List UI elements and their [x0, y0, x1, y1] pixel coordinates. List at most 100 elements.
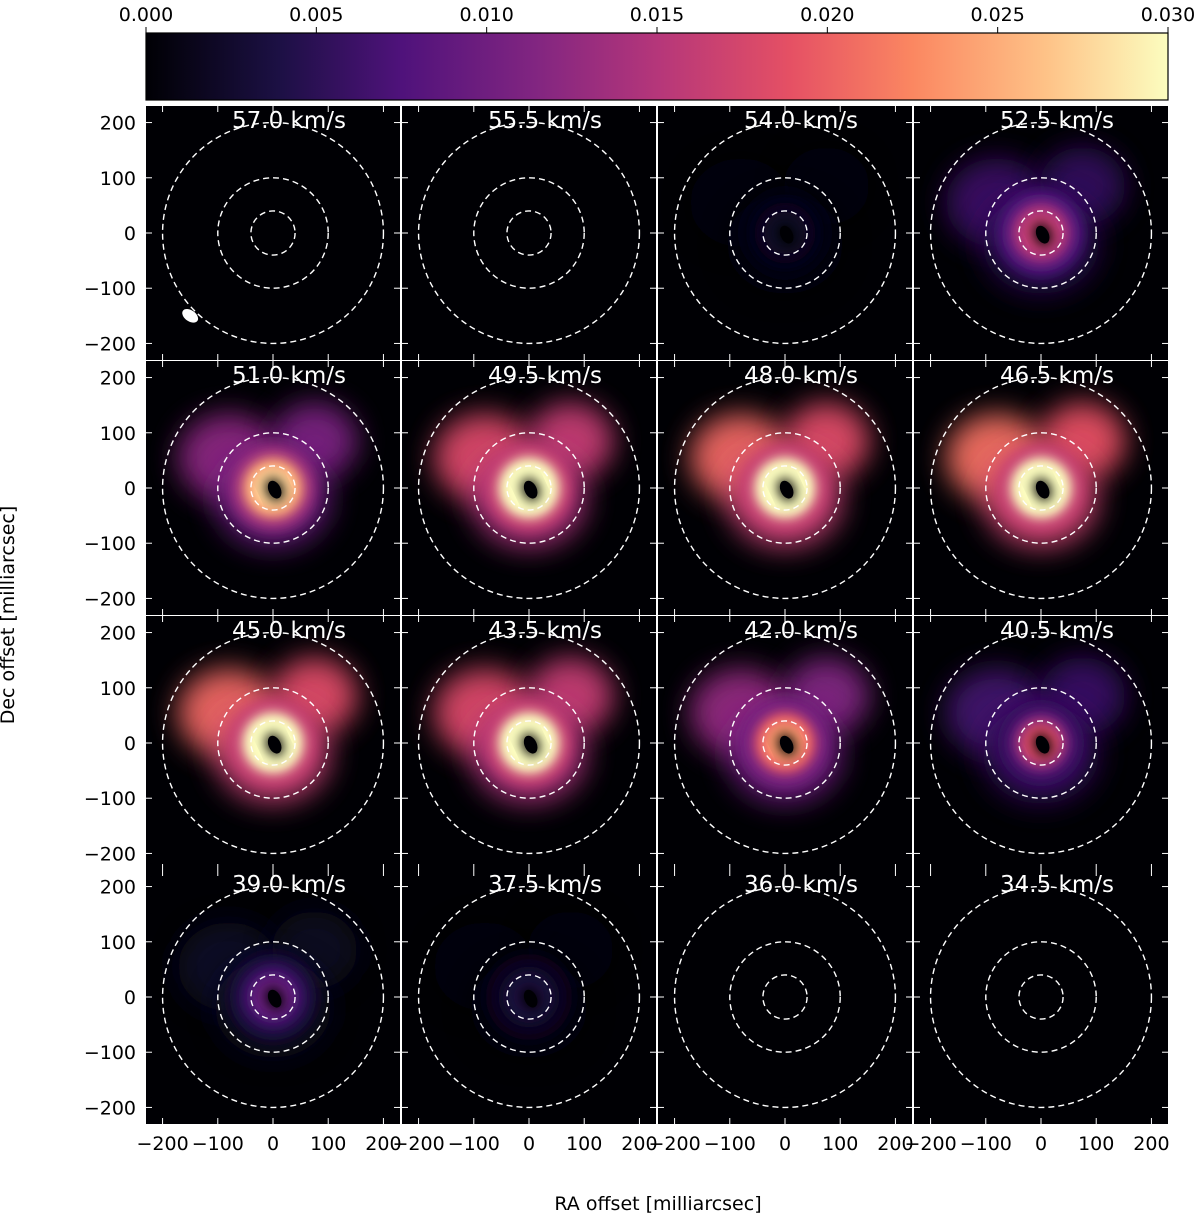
y-tick-label: 200 — [100, 877, 136, 899]
y-tick-label: −200 — [84, 588, 136, 610]
reference-circle — [506, 210, 552, 256]
x-tick-label: −200 — [904, 1133, 956, 1155]
x-tick-label: −200 — [392, 1133, 444, 1155]
y-tick-label: 0 — [124, 733, 136, 755]
channel-panel: 49.5 km/s — [402, 361, 656, 615]
reference-circle — [985, 687, 1097, 799]
reference-circle — [985, 941, 1097, 1053]
reference-circle — [473, 687, 585, 799]
reference-circle — [985, 177, 1097, 289]
reference-circle — [729, 687, 841, 799]
panel-velocity-label: 36.0 km/s — [744, 872, 858, 898]
y-tick-label: 200 — [100, 623, 136, 645]
central-hole-core — [523, 735, 538, 754]
central-hole-core — [1035, 225, 1050, 244]
channel-panel: 55.5 km/s — [402, 106, 656, 360]
y-tick-label: −100 — [84, 1042, 136, 1064]
x-tick-label: 0 — [267, 1133, 279, 1155]
colorbar-tick-label: 0.010 — [459, 4, 513, 26]
x-tick-label: 200 — [877, 1133, 913, 1155]
x-tick-label: 0 — [779, 1133, 791, 1155]
y-tick-label: 0 — [124, 478, 136, 500]
panel-velocity-label: 48.0 km/s — [744, 363, 858, 389]
emission — [434, 911, 614, 1058]
reference-circle — [250, 974, 296, 1020]
emission — [434, 657, 614, 804]
reference-circle — [985, 432, 1097, 544]
colorbar-tick-label: 0.000 — [119, 4, 173, 26]
reference-circle — [161, 121, 385, 345]
reference-circle — [1018, 720, 1064, 766]
x-tick-label: 100 — [822, 1133, 858, 1155]
reference-circle — [673, 631, 897, 855]
panel-velocity-label: 39.0 km/s — [232, 872, 346, 898]
reference-circle — [217, 941, 329, 1053]
y-tick-label: −200 — [84, 1097, 136, 1119]
central-hole-core — [779, 225, 794, 244]
y-tick-label: −100 — [84, 278, 136, 300]
central-hole-core — [267, 989, 282, 1008]
reference-circle — [729, 941, 841, 1053]
reference-circle — [929, 631, 1153, 855]
reference-circle — [506, 720, 552, 766]
panel-background — [146, 106, 400, 360]
reference-circle — [929, 121, 1153, 345]
y-tick-label: −200 — [84, 333, 136, 355]
reference-circle — [729, 432, 841, 544]
reference-circle — [929, 376, 1153, 600]
channel-panel: 48.0 km/s — [658, 361, 912, 615]
reference-circle — [473, 177, 585, 289]
reference-circle — [217, 687, 329, 799]
panel-velocity-label: 42.0 km/s — [744, 618, 858, 644]
panel-velocity-label: 46.5 km/s — [1000, 363, 1114, 389]
reference-circle — [161, 376, 385, 600]
central-hole-core — [1035, 735, 1050, 754]
panel-velocity-label: 51.0 km/s — [232, 363, 346, 389]
y-tick-label: 100 — [100, 932, 136, 954]
panel-velocity-label: 55.5 km/s — [488, 108, 602, 134]
channel-panel: 40.5 km/s — [914, 616, 1168, 870]
y-tick-label: −100 — [84, 533, 136, 555]
reference-circle — [217, 432, 329, 544]
colorbar: 0.000 0.005 0.010 0.015 0.020 0.025 0.030 — [119, 4, 1195, 101]
x-tick-label: 100 — [310, 1133, 346, 1155]
reference-circle — [506, 465, 552, 511]
reference-circle — [417, 885, 641, 1109]
reference-circle — [161, 885, 385, 1109]
reference-circle — [250, 720, 296, 766]
y-tick-label: 200 — [100, 113, 136, 135]
reference-circle — [762, 974, 808, 1020]
channel-panel: 34.5 km/s −200 −100 0 100 200 — [904, 870, 1170, 1155]
reference-circle — [673, 885, 897, 1109]
central-hole-core — [267, 480, 282, 499]
panel-velocity-label: 34.5 km/s — [1000, 872, 1114, 898]
channel-panel: 57.0 km/s −200 −100 0 100 200 — [84, 106, 400, 360]
reference-circle — [417, 376, 641, 600]
panel-velocity-label: 49.5 km/s — [488, 363, 602, 389]
reference-circle — [673, 376, 897, 600]
channel-panel: 42.0 km/s — [658, 616, 912, 870]
panel-background — [658, 870, 912, 1124]
channel-panel: 43.5 km/s — [402, 616, 656, 870]
colorbar-tick-label: 0.030 — [1141, 4, 1195, 26]
beam-ellipse — [182, 309, 199, 323]
y-tick-label: 200 — [100, 368, 136, 390]
panel-velocity-label: 45.0 km/s — [232, 618, 346, 644]
x-tick-label: 200 — [1133, 1133, 1169, 1155]
x-tick-label: −100 — [448, 1133, 500, 1155]
reference-circle — [473, 432, 585, 544]
reference-circle — [473, 941, 585, 1053]
channel-panel: 36.0 km/s −200 −100 0 100 200 — [648, 870, 914, 1155]
reference-circle — [250, 210, 296, 256]
y-tick-label: 0 — [124, 987, 136, 1009]
x-tick-label: 200 — [621, 1133, 657, 1155]
reference-circle — [161, 631, 385, 855]
x-tick-label: −200 — [648, 1133, 700, 1155]
x-tick-label: −100 — [704, 1133, 756, 1155]
panel-velocity-label: 52.5 km/s — [1000, 108, 1114, 134]
panel-background — [402, 106, 656, 360]
x-tick-label: −100 — [960, 1133, 1012, 1155]
central-hole-core — [779, 480, 794, 499]
